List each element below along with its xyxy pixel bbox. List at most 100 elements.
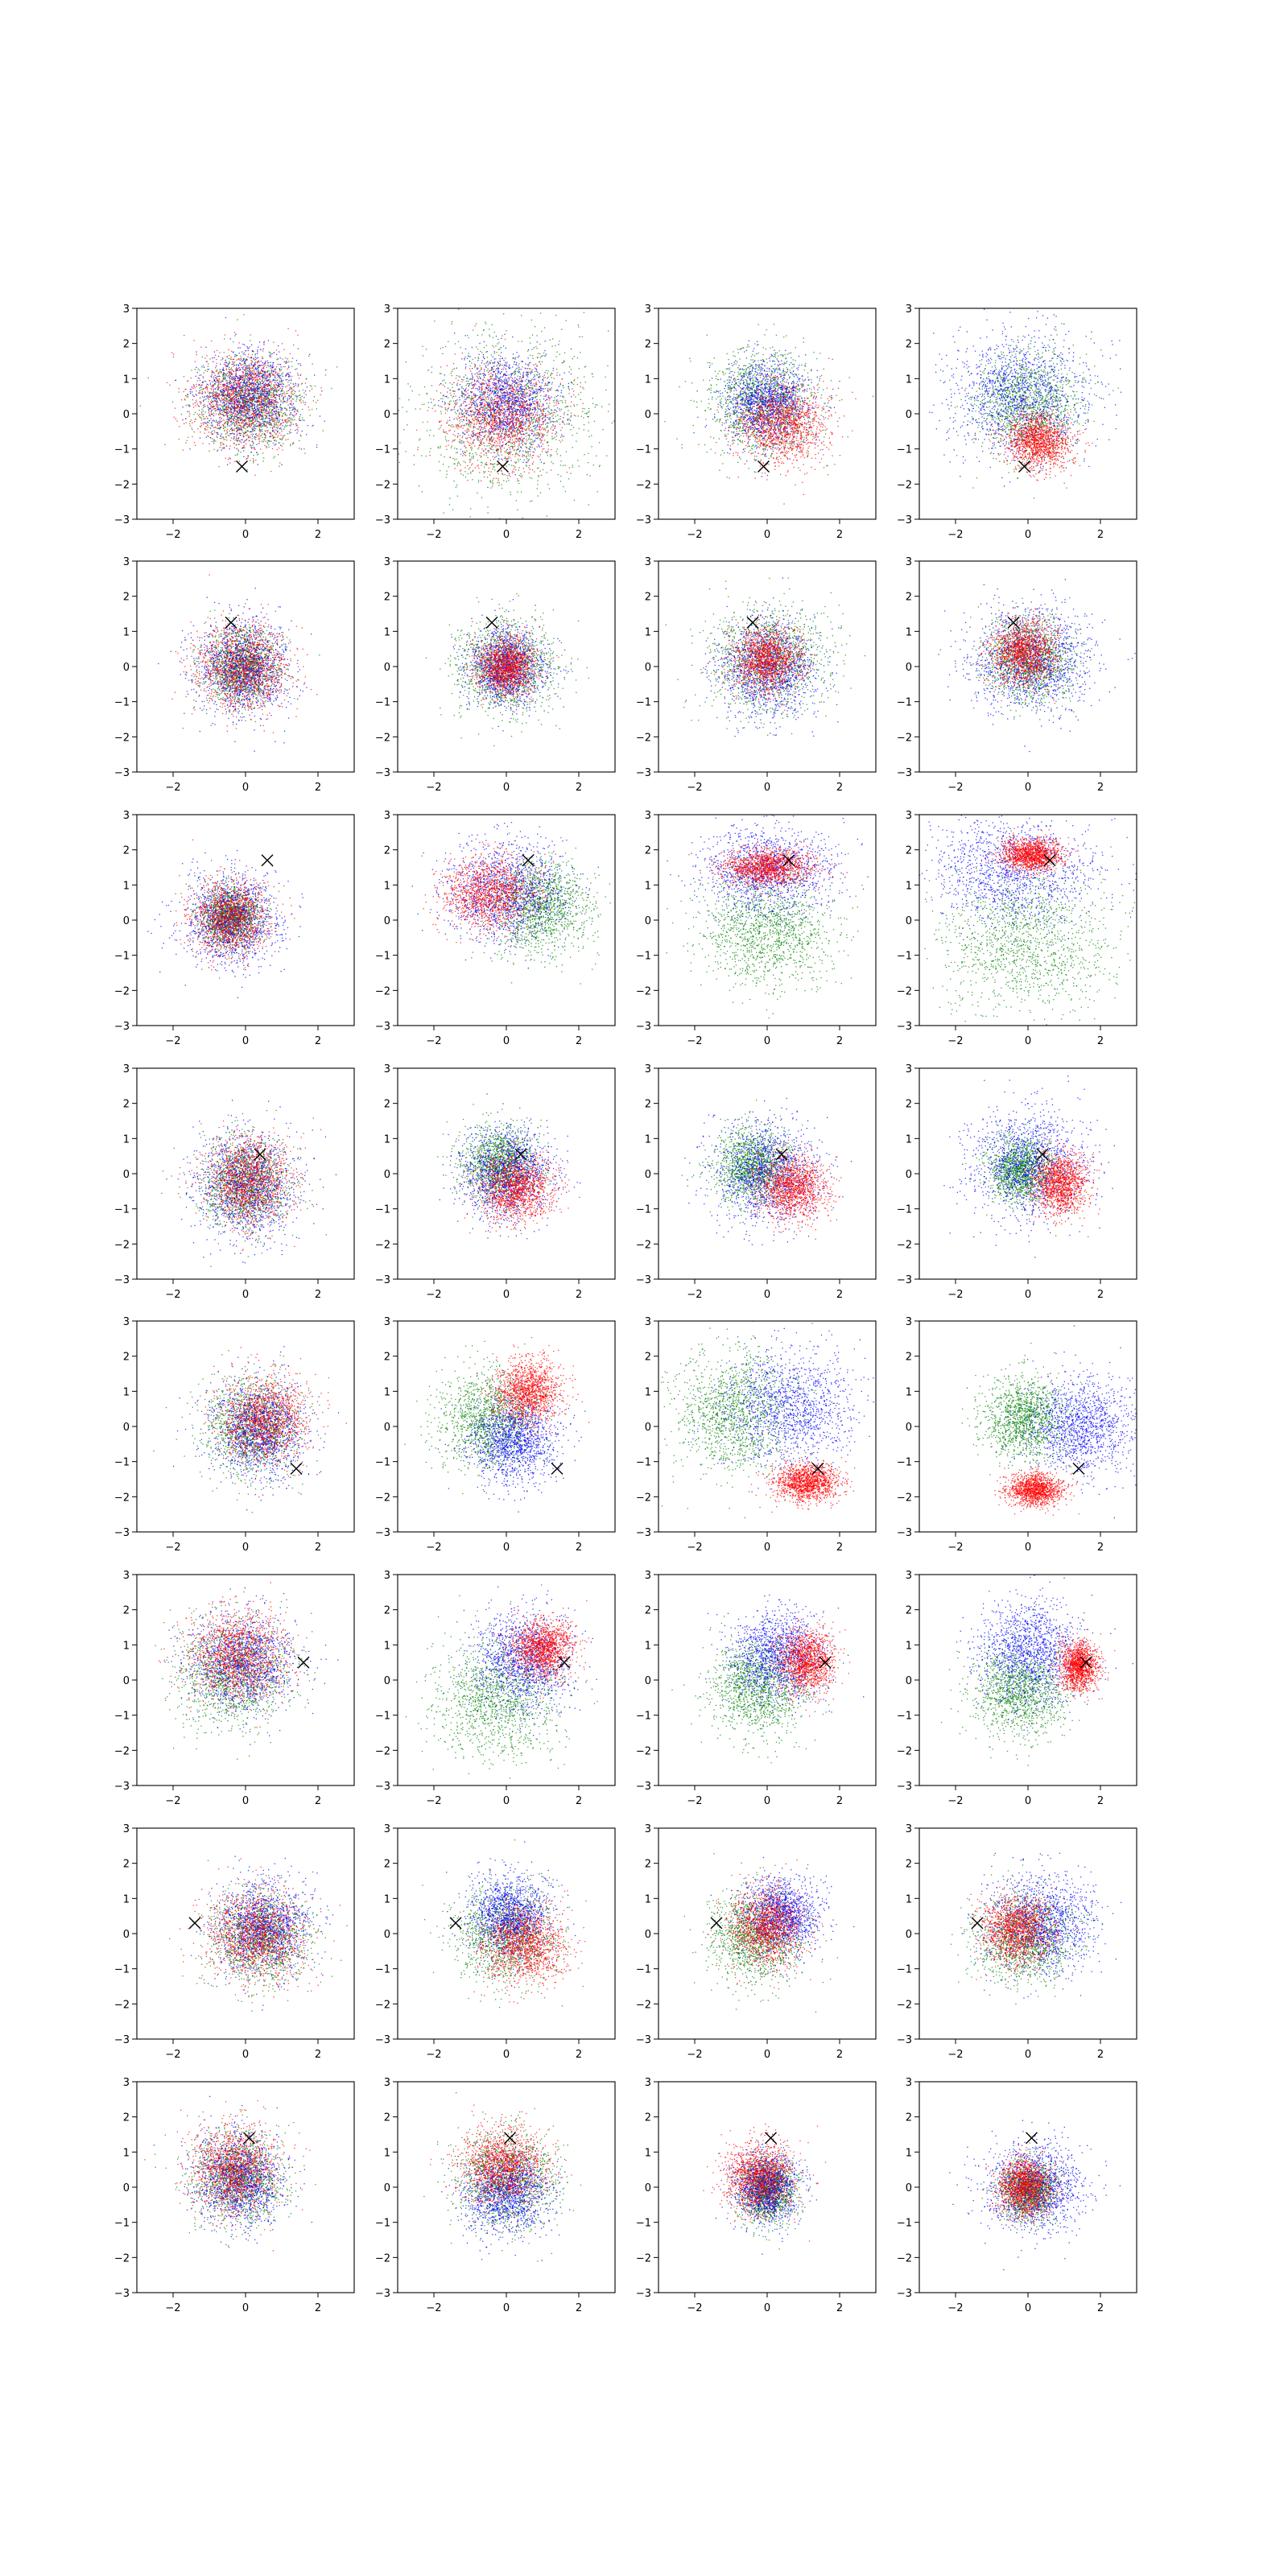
- scatter-point: [274, 406, 275, 407]
- scatter-point: [276, 416, 277, 417]
- scatter-point: [246, 385, 247, 386]
- scatter-point: [243, 379, 244, 380]
- scatter-point: [278, 411, 279, 412]
- scatter-point: [301, 402, 302, 403]
- scatter-point: [206, 426, 207, 427]
- scatter-point: [506, 401, 507, 402]
- scatter-point: [207, 371, 208, 372]
- scatter-point: [238, 365, 239, 366]
- scatter-point: [260, 393, 261, 394]
- scatter-point: [253, 434, 254, 435]
- scatter-point: [241, 356, 242, 357]
- scatter-point: [236, 420, 237, 421]
- scatter-point: [246, 346, 247, 347]
- scatter-point: [529, 465, 530, 466]
- scatter-point: [496, 391, 497, 392]
- scatter-point: [230, 409, 231, 410]
- scatter-point: [572, 435, 573, 436]
- scatter-point: [231, 373, 232, 374]
- scatter-point: [535, 396, 536, 397]
- scatter-point: [184, 399, 185, 400]
- scatter-point: [231, 382, 232, 383]
- scatter-point: [540, 395, 541, 396]
- scatter-point: [247, 386, 248, 387]
- scatter-point: [200, 393, 201, 394]
- scatter-point: [446, 449, 447, 450]
- scatter-point: [250, 445, 251, 446]
- scatter-point: [293, 398, 294, 399]
- scatter-point: [290, 445, 291, 446]
- scatter-point: [268, 366, 269, 367]
- scatter-point: [244, 374, 245, 375]
- scatter-point: [321, 387, 322, 388]
- scatter-point: [508, 456, 509, 457]
- x-tick-label: 2: [315, 529, 321, 541]
- scatter-point: [205, 411, 206, 412]
- scatter-point: [309, 354, 310, 355]
- scatter-point: [514, 373, 515, 374]
- scatter-point: [445, 346, 446, 347]
- scatter-point: [240, 398, 241, 399]
- scatter-point: [468, 429, 469, 430]
- scatter-point: [224, 408, 225, 409]
- scatter-point: [206, 437, 207, 438]
- scatter-point: [264, 423, 265, 424]
- scatter-point: [260, 397, 261, 398]
- scatter-point: [214, 440, 215, 441]
- scatter-point: [257, 406, 258, 407]
- scatter-point: [516, 450, 517, 451]
- scatter-point: [239, 461, 240, 462]
- scatter-point: [277, 420, 278, 421]
- scatter-point: [213, 397, 214, 398]
- scatter-point: [304, 404, 305, 405]
- scatter-point: [484, 454, 485, 455]
- scatter-point: [317, 400, 318, 401]
- scatter-point: [240, 388, 241, 389]
- scatter-point: [298, 427, 299, 428]
- scatter-point: [493, 521, 494, 522]
- scatter-point: [270, 362, 271, 363]
- scatter-point: [257, 362, 258, 363]
- y-tick-label: −3: [114, 514, 130, 526]
- scatter-point: [227, 373, 228, 374]
- scatter-point: [260, 384, 261, 385]
- scatter-point: [225, 436, 226, 437]
- scatter-point: [268, 384, 269, 385]
- scatter-point: [459, 414, 460, 415]
- scatter-point: [279, 425, 280, 426]
- scatter-point: [262, 416, 263, 417]
- scatter-point: [233, 434, 234, 435]
- scatter-point: [503, 313, 504, 314]
- scatter-point: [211, 402, 212, 403]
- scatter-point: [197, 414, 198, 415]
- scatter-point: [475, 452, 476, 453]
- scatter-point: [537, 495, 538, 496]
- scatter-point: [277, 391, 278, 392]
- scatter-point: [241, 442, 242, 443]
- scatter-point: [250, 388, 251, 389]
- scatter-point: [239, 392, 240, 393]
- scatter-point: [225, 397, 226, 398]
- scatter-point: [305, 378, 306, 379]
- scatter-point: [226, 386, 227, 387]
- scatter-point: [406, 361, 407, 362]
- scatter-point: [500, 356, 501, 357]
- scatter-point: [244, 382, 245, 383]
- scatter-point: [245, 420, 246, 421]
- scatter-point: [269, 374, 270, 375]
- scatter-point: [272, 430, 273, 431]
- scatter-point: [243, 353, 244, 354]
- scatter-point: [276, 404, 277, 405]
- scatter-point: [255, 380, 256, 381]
- scatter-point: [230, 458, 231, 459]
- scatter-point: [216, 432, 217, 433]
- scatter-point: [281, 439, 282, 440]
- scatter-point: [458, 376, 459, 377]
- scatter-point: [203, 416, 204, 417]
- scatter-point: [292, 410, 293, 411]
- scatter-point: [308, 356, 309, 357]
- scatter-point: [195, 387, 196, 388]
- scatter-point: [505, 474, 506, 475]
- scatter-point: [236, 371, 237, 372]
- scatter-point: [218, 409, 219, 410]
